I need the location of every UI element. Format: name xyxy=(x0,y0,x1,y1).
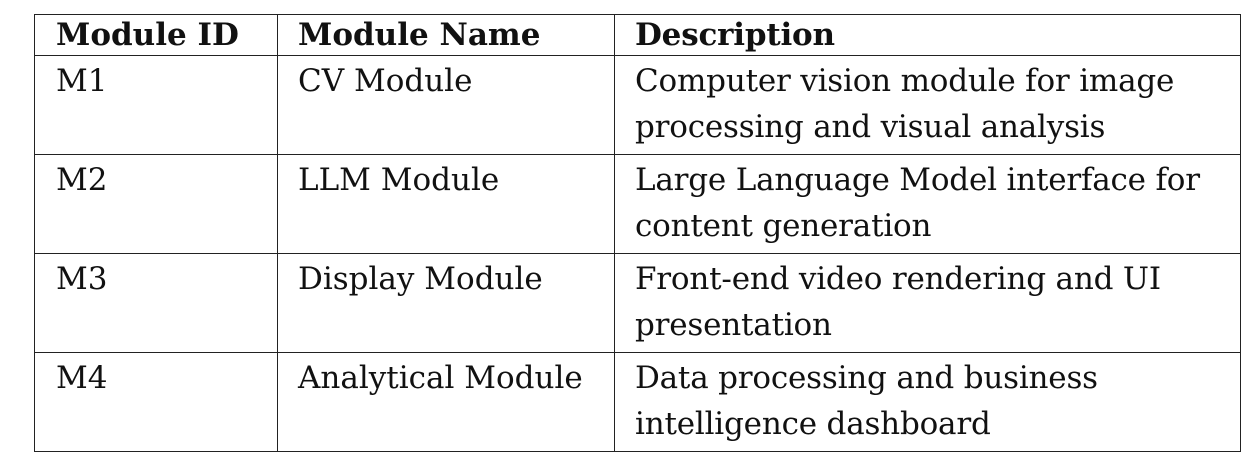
header-module-id: Module ID xyxy=(34,14,278,56)
table-row: M3 Display Module Front-end video render… xyxy=(34,253,1241,353)
cell-module-name: Analytical Module xyxy=(277,352,615,452)
cell-description: Data processing and business intelligenc… xyxy=(614,352,1241,452)
table-row: M1 CV Module Computer vision module for … xyxy=(34,55,1241,155)
cell-module-id: M1 xyxy=(34,55,278,155)
cell-module-name: Display Module xyxy=(277,253,615,353)
table-row: M4 Analytical Module Data processing and… xyxy=(34,352,1241,452)
cell-description: Large Language Model interface for conte… xyxy=(614,154,1241,254)
cell-module-name: LLM Module xyxy=(277,154,615,254)
header-row: Module ID Module Name Description xyxy=(34,14,1241,56)
table-body: M1 CV Module Computer vision module for … xyxy=(34,55,1241,452)
cell-module-id: M3 xyxy=(34,253,278,353)
table-header: Module ID Module Name Description xyxy=(34,14,1241,56)
header-description: Description xyxy=(614,14,1241,56)
cell-module-name: CV Module xyxy=(277,55,615,155)
cell-description: Front-end video rendering and UI present… xyxy=(614,253,1241,353)
cell-description: Computer vision module for image process… xyxy=(614,55,1241,155)
modules-table: Module ID Module Name Description M1 CV … xyxy=(34,14,1241,452)
header-module-name: Module Name xyxy=(277,14,615,56)
table-row: M2 LLM Module Large Language Model inter… xyxy=(34,154,1241,254)
cell-module-id: M4 xyxy=(34,352,278,452)
cell-module-id: M2 xyxy=(34,154,278,254)
